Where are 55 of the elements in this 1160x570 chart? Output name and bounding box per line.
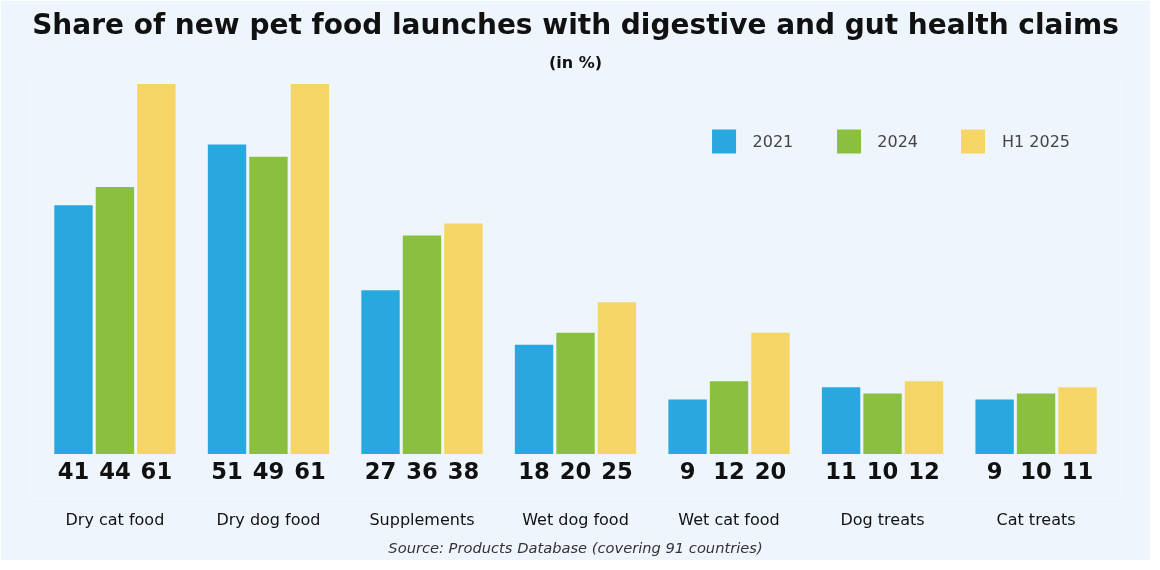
data-label: 10 (1020, 458, 1052, 485)
bar (444, 223, 483, 455)
bar (249, 156, 288, 455)
data-label: 27 (364, 458, 397, 485)
data-label: 36 (406, 458, 438, 485)
data-label: 25 (601, 458, 633, 485)
x-tick-label: Dry cat food (65, 509, 165, 529)
bar (975, 399, 1014, 455)
data-label: 9 (679, 458, 696, 485)
x-tick-label: Wet cat food (678, 509, 780, 529)
data-label: 9 (986, 458, 1003, 485)
bar (1058, 387, 1097, 455)
data-label: 44 (99, 458, 131, 485)
bar (514, 344, 554, 455)
data-label: 11 (1061, 458, 1094, 485)
x-tick-label: Dry dog food (216, 509, 321, 529)
bar (751, 332, 790, 455)
data-label: 51 (211, 458, 243, 485)
data-label: 12 (908, 458, 940, 485)
bar (821, 387, 861, 455)
bar (863, 393, 902, 455)
legend-label: 2021 (752, 131, 794, 151)
x-tick-label: Dog treats (840, 509, 925, 529)
bar (290, 83, 330, 455)
data-label: 20 (754, 458, 787, 485)
chart-subtitle: (in %) (548, 52, 603, 72)
bar (668, 399, 707, 455)
bar (904, 381, 944, 455)
data-label: 18 (518, 458, 550, 485)
bar (556, 332, 595, 455)
bar (1016, 393, 1056, 455)
bar (95, 187, 135, 455)
data-label: 61 (294, 458, 326, 485)
legend-label: 2024 (877, 131, 918, 151)
bar (402, 235, 442, 455)
chart-title: Share of new pet food launches with digestive and gut health claims (32, 7, 1119, 41)
data-label: 49 (252, 458, 285, 485)
bar (361, 290, 400, 455)
legend-label: H1 2025 (1001, 131, 1070, 151)
bar (207, 144, 247, 455)
data-label: 12 (713, 458, 745, 485)
bar (597, 302, 637, 455)
data-label: 11 (825, 458, 857, 485)
data-label: 41 (57, 458, 90, 485)
data-label: 38 (447, 458, 480, 485)
bar (54, 205, 93, 455)
x-tick-label: Supplements (369, 509, 475, 529)
source-note: Source: Products Database (covering 91 countries) (388, 538, 763, 556)
data-label: 20 (559, 458, 592, 485)
data-label: 10 (866, 458, 899, 485)
x-tick-label: Cat treats (996, 509, 1076, 529)
bar (137, 83, 176, 455)
data-label: 61 (140, 458, 173, 485)
x-tick-label: Wet dog food (522, 509, 629, 529)
bar (709, 381, 749, 455)
